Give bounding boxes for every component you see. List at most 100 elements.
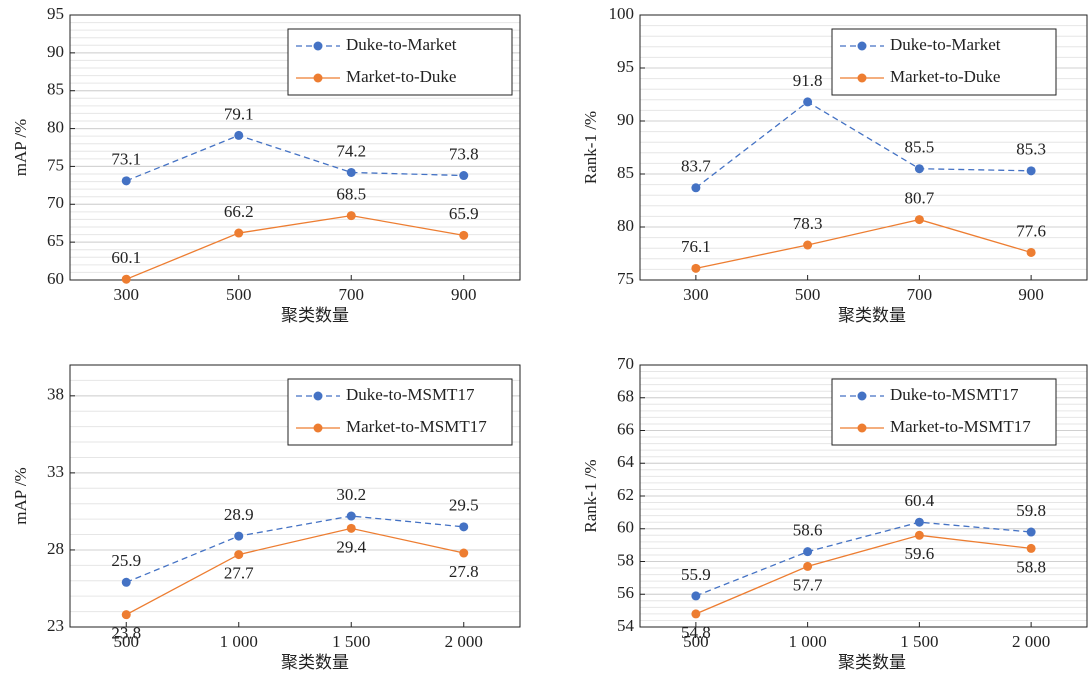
y-tick-label: 100 [609,4,635,23]
data-label: 73.1 [111,150,141,169]
x-tick-label: 2 000 [445,632,483,651]
y-tick-label: 64 [617,452,635,471]
data-label: 79.1 [224,104,254,123]
x-tick-label: 500 [114,632,140,651]
data-label: 77.6 [1016,221,1046,240]
data-label: 25.9 [111,551,141,570]
y-tick-label: 85 [47,80,64,99]
legend-label: Duke-to-Market [890,35,1001,54]
y-tick-label: 80 [47,117,64,136]
data-point [914,164,924,174]
plot-frame [69,364,521,628]
y-axis-label: mAP /% [11,467,30,524]
data-label: 68.5 [336,185,366,204]
data-point [459,171,469,181]
data-label: 91.8 [793,71,823,90]
data-label: 30.2 [336,485,366,504]
x-axis-label: 聚类数量 [838,306,906,325]
legend-marker [857,423,867,433]
x-tick-label: 500 [795,285,821,304]
data-point [234,550,244,560]
x-tick-label: 300 [114,285,140,304]
series-line [695,521,1032,597]
series-line [126,515,464,583]
data-point [459,230,469,240]
data-point [121,176,131,186]
data-point [1026,166,1036,176]
y-tick-label: 60 [617,518,634,537]
data-point [803,240,813,250]
data-label: 65.9 [449,204,479,223]
series-line [126,134,464,182]
data-label: 80.7 [905,188,935,207]
legend-marker [857,41,867,51]
data-point [121,610,131,620]
y-axis-label: Rank-1 /% [581,111,600,184]
data-label: 85.3 [1016,140,1046,159]
data-point [1026,543,1036,553]
data-point [914,215,924,225]
series-line [695,218,1032,269]
y-tick-label: 54 [617,616,635,635]
legend-label: Duke-to-MSMT17 [346,385,475,404]
y-tick-label: 85 [617,163,634,182]
data-label: 60.4 [905,491,935,510]
legend-label: Duke-to-MSMT17 [890,385,1019,404]
legend-label: Market-to-MSMT17 [890,417,1031,436]
y-tick-label: 68 [617,387,634,406]
y-tick-label: 70 [47,193,64,212]
x-tick-label: 1 500 [900,632,938,651]
plot-frame [69,14,521,281]
x-tick-label: 1 500 [332,632,370,651]
data-point [121,577,131,587]
chart: 23 28 33 38 500 1 000 1 500 2 000 聚类数量 mAP /% 25.9… [11,364,521,672]
chart: 60 65 70 75 80 85 90 95 300 500 700 900 聚类数量 mAP /% 73… [11,4,521,325]
legend: Duke-to-MSMT17 Market-to-MSMT17 [831,378,1057,446]
y-tick-label: 23 [47,616,64,635]
data-label: 76.1 [681,237,711,256]
data-label: 58.6 [793,521,823,540]
legend-marker [313,391,323,401]
legend-box [831,28,1057,96]
y-tick-label: 80 [617,216,634,235]
data-label: 23.8 [111,624,141,643]
data-point [691,263,701,273]
y-tick-label: 60 [47,269,64,288]
x-tick-label: 2 000 [1012,632,1050,651]
y-tick-label: 66 [617,419,634,438]
series-line [125,527,464,616]
chart: 75 80 85 90 95 100 300 500 700 900 聚类数量 Rank-1 /% 83… [581,4,1088,325]
legend-label: Duke-to-Market [346,35,457,54]
data-label: 66.2 [224,202,254,221]
legend-box [831,378,1057,446]
data-label: 58.8 [1016,557,1046,576]
data-label: 85.5 [905,138,935,157]
data-point [234,130,244,140]
y-axis-label: mAP /% [11,119,30,176]
y-axis-label: Rank-1 /% [581,459,600,532]
x-tick-label: 1 000 [220,632,258,651]
x-tick-label: 900 [451,285,477,304]
data-point [691,591,701,601]
x-tick-label: 900 [1018,285,1044,304]
y-tick-label: 95 [47,4,64,23]
y-tick-label: 95 [617,57,634,76]
data-point [234,531,244,541]
data-point [914,517,924,527]
data-label: 29.5 [449,496,479,515]
legend: Duke-to-MSMT17 Market-to-MSMT17 [287,378,513,446]
legend-label: Market-to-MSMT17 [346,417,487,436]
series-line [126,214,464,280]
data-label: 78.3 [793,214,823,233]
data-label: 73.8 [449,144,479,163]
x-tick-label: 1 000 [789,632,827,651]
data-point [459,548,469,558]
legend-box [287,28,513,96]
data-label: 28.9 [224,505,254,524]
y-tick-label: 90 [617,110,634,129]
y-tick-label: 65 [47,231,64,250]
x-tick-label: 300 [683,285,709,304]
data-point [459,522,469,532]
x-tick-label: 500 [226,285,252,304]
